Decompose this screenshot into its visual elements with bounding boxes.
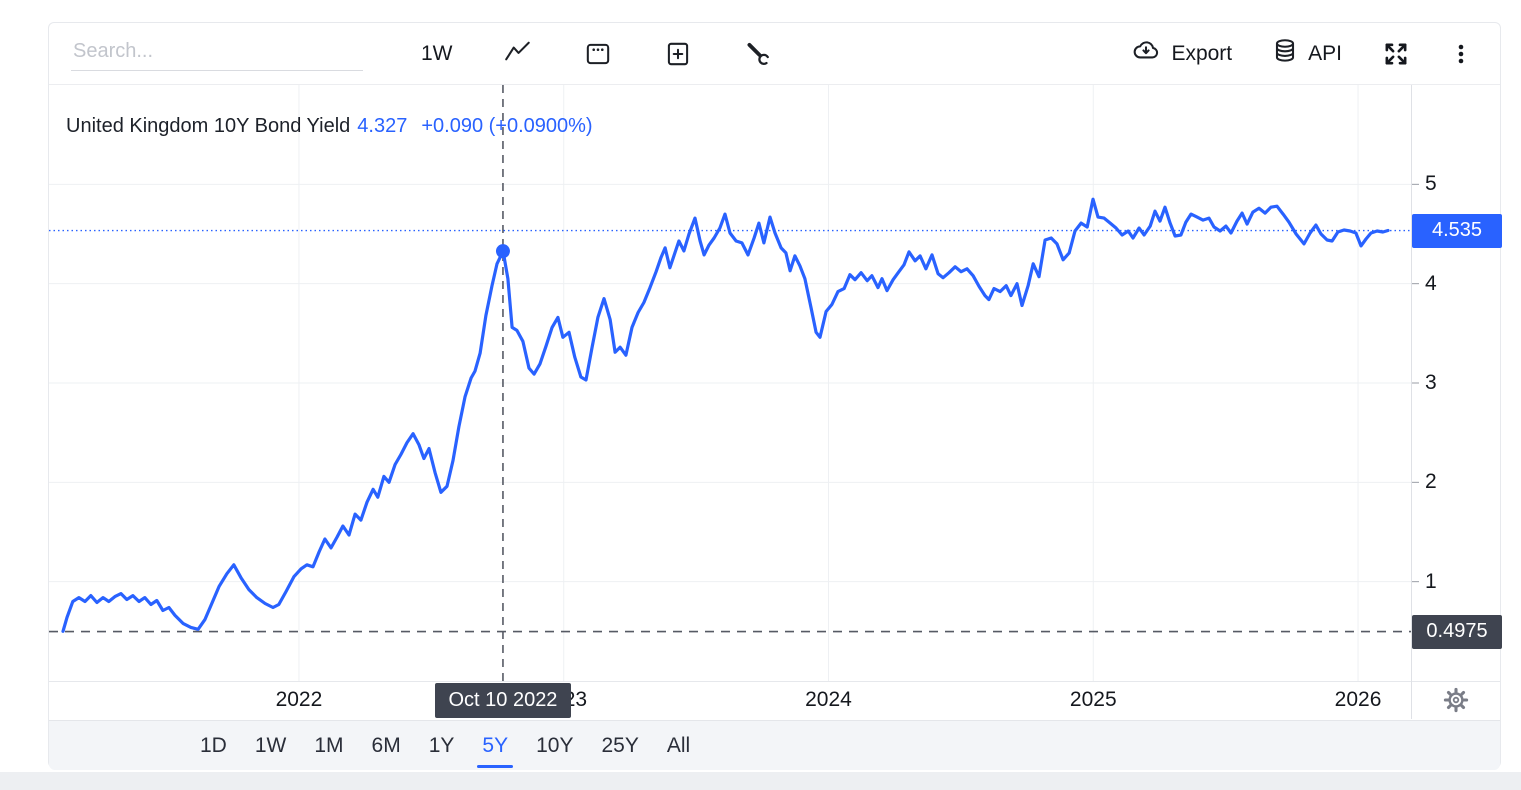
- calendar-icon: [583, 39, 613, 69]
- database-icon: [1270, 36, 1308, 72]
- range-button-1m[interactable]: 1M: [314, 733, 344, 757]
- search-box: [71, 36, 363, 71]
- search-input[interactable]: [71, 36, 363, 71]
- range-button-5y[interactable]: 5Y: [477, 732, 513, 768]
- toolbar: 1W: [49, 23, 1500, 85]
- range-button-1d[interactable]: 1D: [200, 733, 227, 757]
- fullscreen-button[interactable]: [1380, 38, 1412, 70]
- instrument-name: United Kingdom 10Y Bond Yield: [66, 115, 351, 137]
- price-axis-label: 3: [1425, 371, 1437, 394]
- api-button[interactable]: API: [1270, 36, 1342, 72]
- settings-button[interactable]: [1441, 685, 1471, 720]
- gear-icon: [1441, 687, 1471, 719]
- crosshair-date-badge: Oct 10 2022: [434, 683, 571, 718]
- fullscreen-icon: [1380, 38, 1412, 70]
- price-axis-separator: [1411, 85, 1412, 719]
- range-button-25y[interactable]: 25Y: [601, 733, 639, 757]
- wrench-icon: [743, 39, 773, 69]
- crosshair-date-label: Oct 10 2022: [448, 689, 558, 711]
- price-axis-label: 2: [1425, 470, 1437, 494]
- time-axis-label: 2022: [275, 688, 323, 711]
- price-line: [61, 197, 1390, 633]
- tools-button[interactable]: [743, 39, 773, 69]
- crosshair-marker: [495, 244, 510, 259]
- range-button-6m[interactable]: 6M: [371, 733, 401, 757]
- range-button-1w[interactable]: 1W: [254, 733, 287, 757]
- compare-button[interactable]: [663, 39, 693, 69]
- toolbar-right-group: Export API: [1129, 36, 1474, 72]
- price-axis-label: 1: [1425, 569, 1437, 593]
- time-axis[interactable]: Oct 10 2022 20222023202420252026: [49, 681, 1500, 720]
- interval-selector[interactable]: 1W: [421, 41, 453, 65]
- api-label: API: [1308, 41, 1342, 65]
- time-axis-label: 2025: [1069, 688, 1117, 711]
- price-axis-label: 4: [1425, 271, 1437, 295]
- kebab-menu-icon: [1448, 39, 1474, 69]
- add-compare-icon: [663, 39, 693, 69]
- page-background-strip: [0, 772, 1521, 790]
- current-price-badge: 4.535: [1412, 213, 1502, 248]
- calendar-button[interactable]: [583, 39, 613, 69]
- time-axis-label: 2024: [805, 688, 852, 711]
- change-value: +0.090 (+0.0900%): [421, 115, 593, 137]
- chart-pane[interactable]: United Kingdom 10Y Bond Yield 4.327 +0.090…: [49, 85, 1502, 681]
- range-button-1y[interactable]: 1Y: [428, 733, 455, 757]
- range-button-10y[interactable]: 10Y: [536, 733, 574, 757]
- price-chart[interactable]: [49, 85, 1502, 681]
- time-axis-label: 2026: [1334, 688, 1382, 711]
- last-value: 4.327: [357, 115, 408, 137]
- current-price-label: 4.535: [1431, 219, 1483, 242]
- more-menu-button[interactable]: [1448, 39, 1474, 69]
- chart-type-button[interactable]: [503, 39, 533, 69]
- crosshair-price-badge: 0.4975: [1412, 614, 1502, 649]
- range-selector: 1D 1W 1M 6M 1Y 5Y 10Y 25Y All: [49, 720, 1500, 770]
- export-button[interactable]: Export: [1129, 36, 1232, 72]
- crosshair-price-label: 0.4975: [1426, 620, 1488, 643]
- line-chart-icon: [503, 39, 533, 69]
- export-label: Export: [1171, 41, 1233, 65]
- range-button-all[interactable]: All: [666, 733, 691, 757]
- chart-legend: United Kingdom 10Y Bond Yield 4.327 +0.090…: [66, 115, 593, 138]
- chart-widget-card: 1W: [48, 22, 1502, 770]
- price-axis-label: 5: [1425, 172, 1437, 196]
- cloud-download-icon: [1129, 36, 1171, 72]
